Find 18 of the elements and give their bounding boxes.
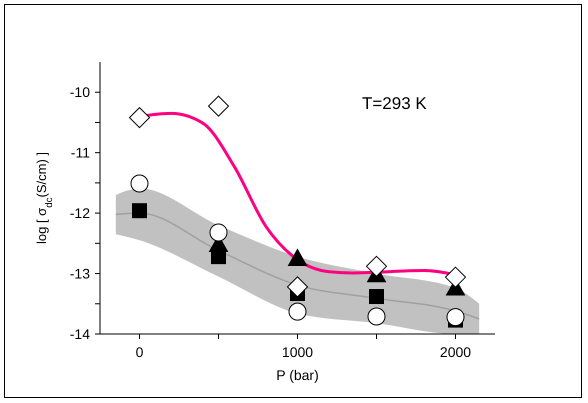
point <box>288 248 307 266</box>
y-tick-label: -11 <box>70 144 90 161</box>
annotation: T=293 K <box>362 94 427 114</box>
point <box>210 223 228 242</box>
point <box>288 302 306 321</box>
y-tick-label: -13 <box>70 266 90 282</box>
point <box>132 203 147 218</box>
point <box>446 308 464 326</box>
point <box>287 276 308 298</box>
y-tick-label: -10 <box>70 84 90 100</box>
point <box>368 307 386 326</box>
y-tick-label: -12 <box>70 205 90 222</box>
x-axis-title: P (bar) <box>276 367 319 383</box>
x-tick-label: 1000 <box>282 344 314 360</box>
point <box>369 289 384 304</box>
x-tick-label: 0 <box>136 344 144 360</box>
x-tick-label: 2000 <box>440 344 472 360</box>
y-tick-label: -14 <box>70 326 90 342</box>
